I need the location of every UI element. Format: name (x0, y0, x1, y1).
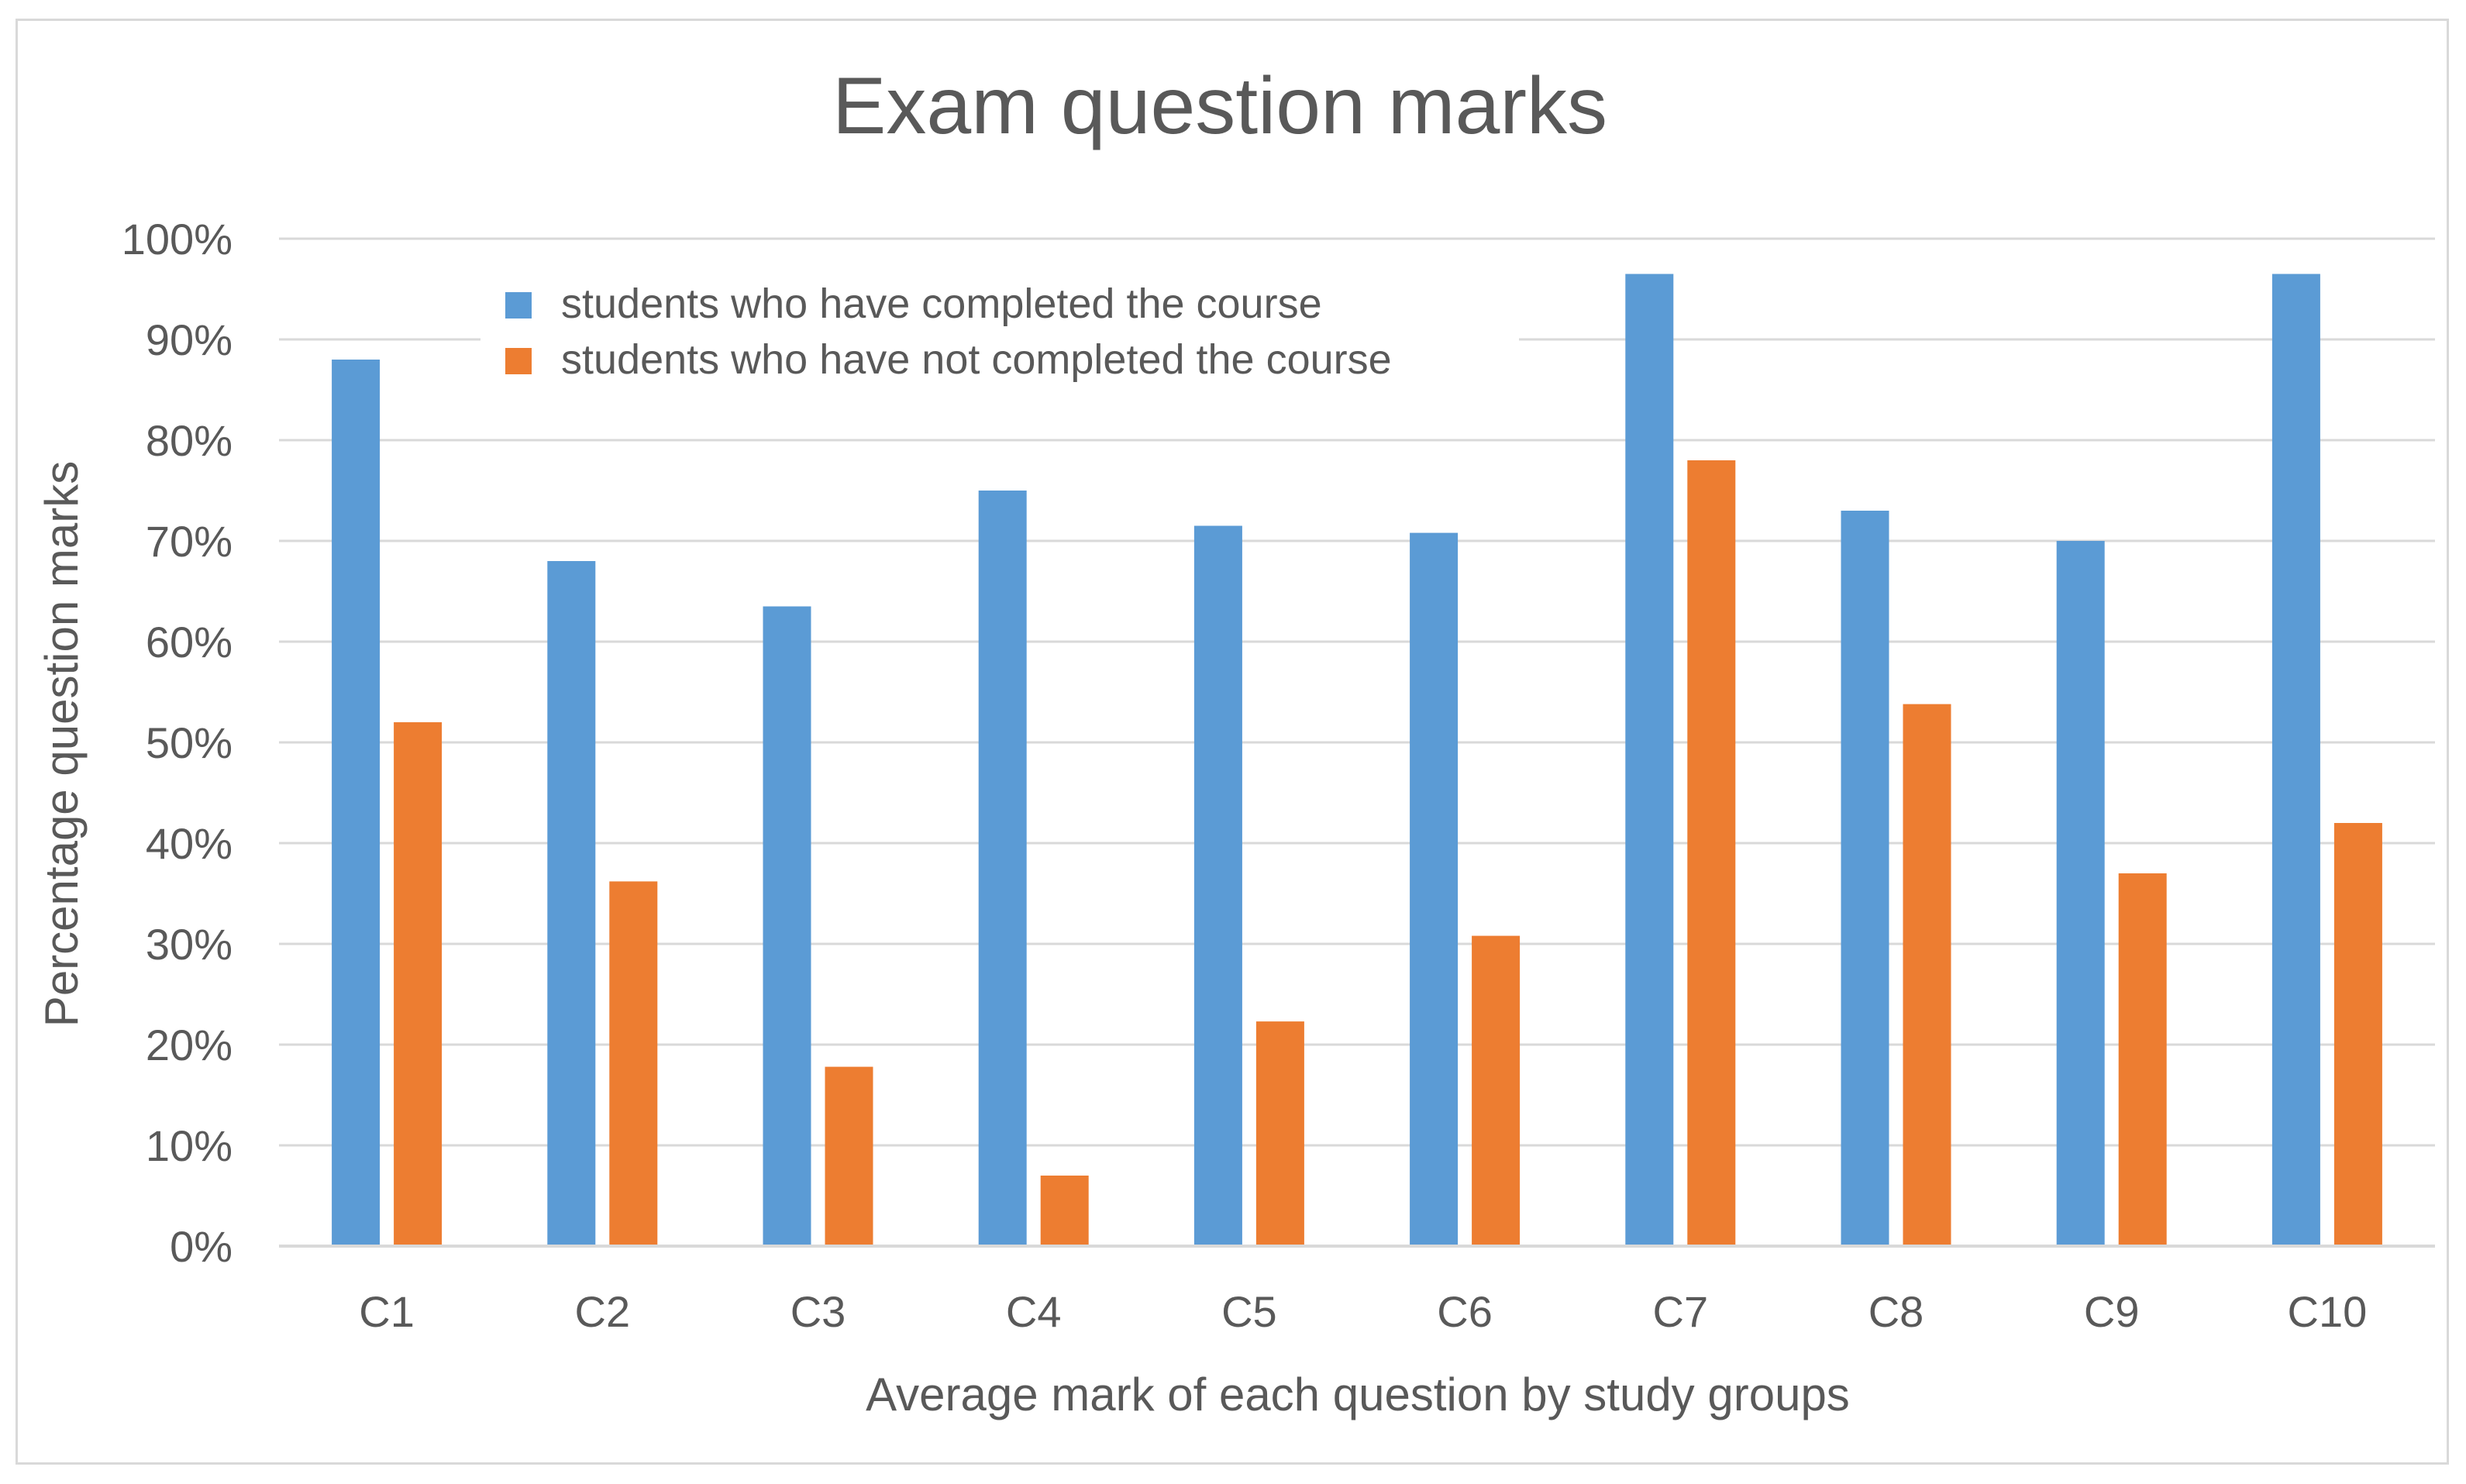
y-tick-label: 50% (146, 718, 232, 767)
y-tick-label: 20% (146, 1021, 232, 1069)
bar-completed-C6 (1410, 532, 1459, 1246)
x-tick-label: C10 (2288, 1287, 2368, 1336)
y-tick-label: 60% (146, 618, 232, 666)
x-tick-label: C5 (1221, 1287, 1277, 1336)
bar-not-completed-C5 (1255, 1021, 1304, 1246)
legend-swatch-not-completed (505, 348, 532, 374)
y-axis-label: Percentage question marks (36, 461, 88, 1027)
x-tick-label: C8 (1868, 1287, 1924, 1336)
y-tick-label: 70% (146, 517, 232, 566)
x-tick-label: C1 (359, 1287, 415, 1336)
y-tick-label: 0% (170, 1222, 232, 1271)
y-tick-label: 80% (146, 416, 232, 465)
x-axis-label: Average mark of each question by study g… (866, 1369, 1850, 1420)
x-tick-label: C4 (1006, 1287, 1062, 1336)
x-tick-label: C6 (1437, 1287, 1493, 1336)
legend-label-not-completed: students who have not completed the cour… (561, 336, 1392, 383)
bar-not-completed-C2 (609, 881, 658, 1246)
bar-not-completed-C3 (825, 1066, 873, 1246)
legend-swatch-completed (505, 292, 532, 318)
legend-label-completed: students who have completed the course (561, 281, 1322, 327)
bar-completed-C4 (978, 491, 1027, 1246)
x-tick-label: C7 (1653, 1287, 1709, 1336)
bar-completed-C1 (332, 360, 381, 1246)
bar-completed-C2 (547, 561, 596, 1246)
bar-completed-C3 (763, 606, 811, 1246)
bars (332, 274, 2382, 1246)
bar-not-completed-C4 (1040, 1176, 1089, 1246)
bar-not-completed-C9 (2118, 873, 2167, 1246)
bar-not-completed-C10 (2333, 823, 2382, 1246)
bar-completed-C7 (1625, 274, 1674, 1246)
x-tick-label: C2 (575, 1287, 631, 1336)
y-tick-label: 10% (146, 1121, 232, 1170)
bar-not-completed-C8 (1903, 704, 1951, 1246)
bar-not-completed-C7 (1687, 460, 1736, 1246)
legend: students who have completed the course s… (480, 273, 1519, 397)
y-tick-label: 30% (146, 920, 232, 969)
bar-completed-C9 (2056, 541, 2105, 1246)
bar-completed-C10 (2271, 274, 2320, 1246)
bar-completed-C5 (1193, 525, 1242, 1246)
y-tick-label: 40% (146, 819, 232, 868)
y-tick-label: 90% (146, 315, 232, 364)
bar-not-completed-C6 (1472, 935, 1521, 1246)
x-tick-label: C3 (790, 1287, 846, 1336)
chart-title: Exam question marks (832, 61, 1607, 151)
bar-not-completed-C1 (394, 722, 443, 1246)
bar-completed-C8 (1841, 511, 1889, 1246)
y-axis-ticks: 0% 10% 20% 30% 40% 50% 60% 70% 80% 90% 100% (122, 215, 232, 1271)
x-axis-ticks: C1 C2 C3 C4 C5 C6 C7 C8 C9 C10 (359, 1287, 2367, 1336)
y-tick-label: 100% (122, 215, 232, 263)
x-tick-label: C9 (2084, 1287, 2140, 1336)
